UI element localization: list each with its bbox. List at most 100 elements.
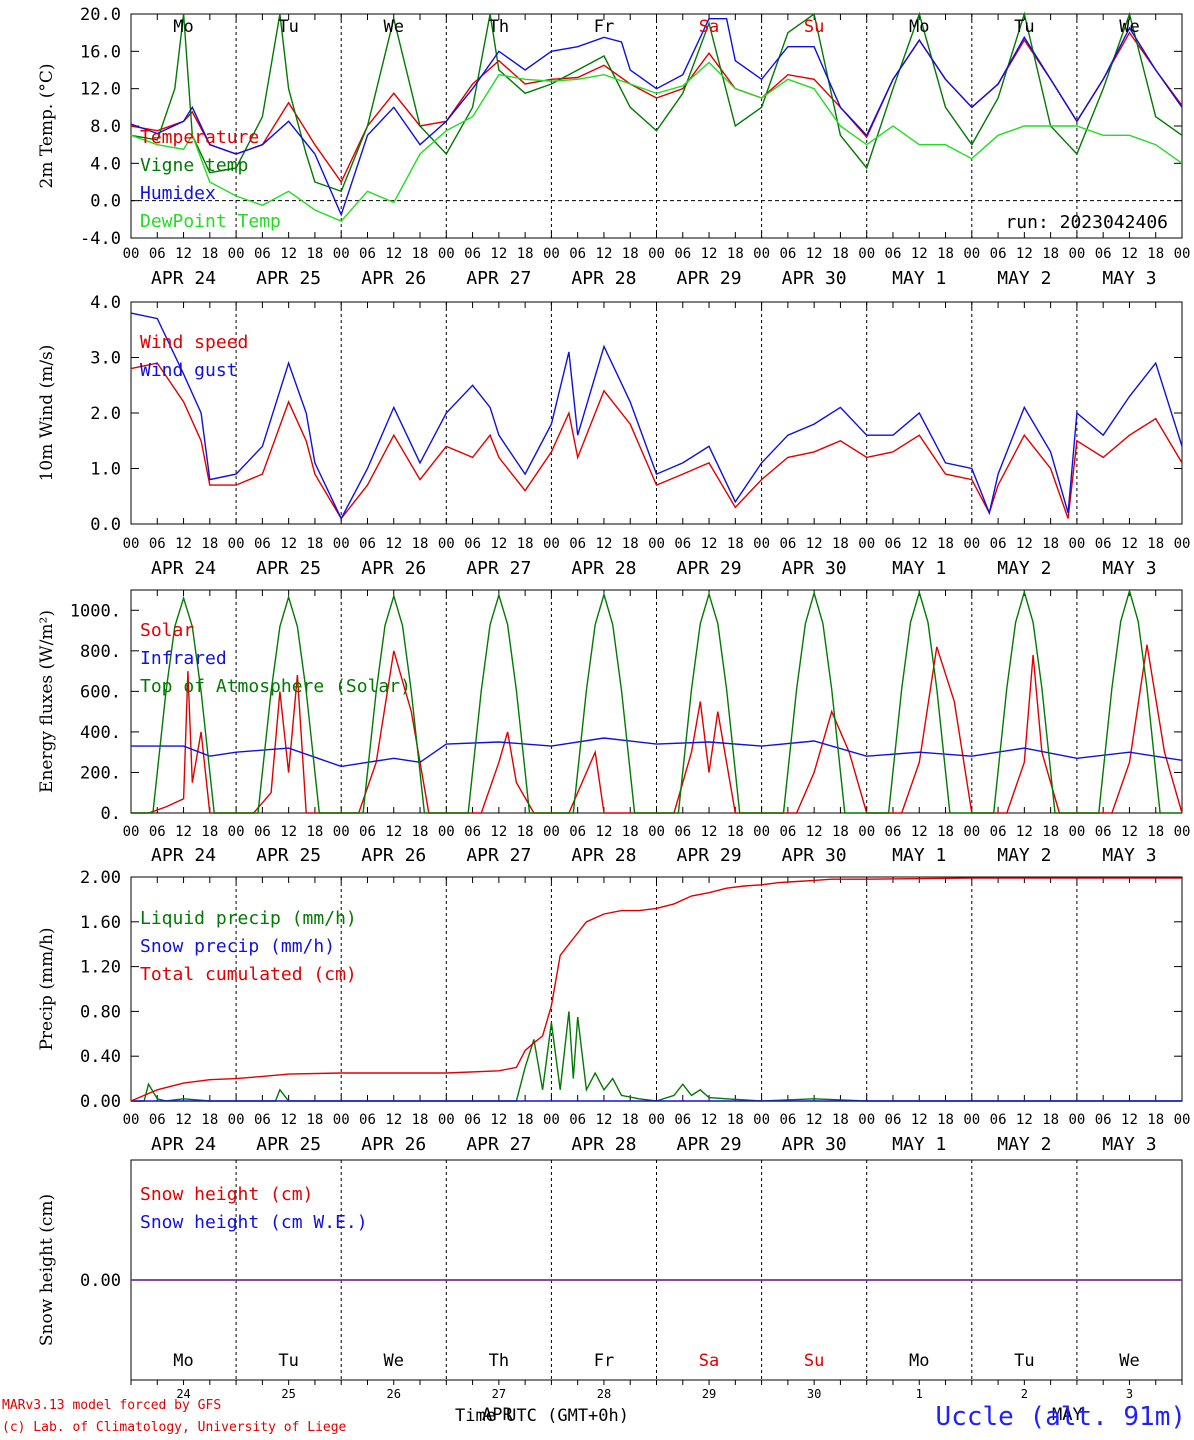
x-tick-label: 06	[254, 536, 271, 552]
date-label: APR 24	[151, 268, 216, 289]
weekday-label-bottom: Sa	[699, 1351, 719, 1371]
x-tick-label: 06	[569, 536, 586, 552]
x-tick-label: 06	[990, 536, 1007, 552]
x-tick-label: 06	[254, 1112, 271, 1128]
date-label: APR 27	[466, 268, 531, 289]
date-label: APR 25	[256, 1134, 321, 1155]
x-tick-label: 18	[622, 246, 639, 262]
x-tick-label: 00	[963, 824, 980, 840]
x-tick-label: 12	[806, 246, 823, 262]
y-tick-label: 0.00	[80, 1092, 121, 1112]
x-tick-label: 00	[648, 1112, 665, 1128]
x-tick-label: 18	[412, 536, 429, 552]
y-axis-label-temperature: 2m Temp. (°C)	[37, 63, 57, 188]
x-tick-label: 00	[963, 536, 980, 552]
date-label: APR 27	[466, 845, 531, 866]
x-tick-label: 18	[622, 1112, 639, 1128]
x-tick-label: 12	[175, 536, 192, 552]
x-tick-label: 00	[123, 824, 140, 840]
x-tick-label: 12	[701, 824, 718, 840]
x-tick-label: 18	[201, 1112, 218, 1128]
x-tick-label: 18	[727, 536, 744, 552]
x-tick-label: 18	[832, 246, 849, 262]
date-label: APR 28	[571, 268, 636, 289]
weekday-label-bottom: We	[384, 1351, 404, 1371]
date-label: APR 30	[782, 1134, 847, 1155]
day-number-label: 29	[702, 1387, 716, 1401]
date-label: APR 30	[782, 268, 847, 289]
y-tick-label: 800.	[80, 642, 121, 662]
x-tick-label: 00	[648, 246, 665, 262]
date-label: MAY 3	[1102, 558, 1156, 579]
x-tick-label: 00	[1174, 824, 1191, 840]
x-tick-label: 06	[990, 246, 1007, 262]
x-tick-label: 18	[832, 1112, 849, 1128]
y-tick-label: 8.0	[90, 117, 121, 137]
x-tick-label: 12	[701, 536, 718, 552]
x-tick-label: 06	[779, 246, 796, 262]
legend-entry: Top of Atmosphere (Solar)	[140, 676, 411, 697]
date-label: MAY 1	[892, 268, 946, 289]
x-tick-label: 12	[385, 824, 402, 840]
weekday-label-top: Mo	[909, 17, 929, 37]
legend-entry: Temperature	[140, 127, 259, 148]
weekday-label-bottom: Mo	[173, 1351, 193, 1371]
date-label: MAY 1	[892, 558, 946, 579]
series-line-infrared	[131, 737, 1183, 768]
y-tick-label: 600.	[80, 682, 121, 702]
x-tick-label: 06	[885, 536, 902, 552]
legend-entry: Total cumulated (cm)	[140, 964, 357, 985]
day-number-label: 28	[597, 1387, 611, 1401]
date-label: APR 27	[466, 558, 531, 579]
weekday-label-top: Tu	[278, 17, 298, 37]
date-label: MAY 3	[1102, 268, 1156, 289]
series-line-solar	[131, 644, 1183, 814]
x-tick-label: 00	[543, 536, 560, 552]
x-tick-label: 06	[1095, 536, 1112, 552]
legend-entry: Liquid precip (mm/h)	[140, 908, 357, 929]
date-label: APR 30	[782, 558, 847, 579]
y-axis-label-snow: Snow height (cm)	[37, 1194, 57, 1346]
x-tick-label: 18	[1147, 824, 1164, 840]
series-line-total-cumulated-cm-	[130, 877, 1182, 1102]
x-tick-label: 06	[1095, 246, 1112, 262]
panel-frame-energy	[130, 589, 1183, 814]
y-tick-label: 0.40	[80, 1047, 121, 1067]
x-tick-label: 06	[359, 246, 376, 262]
y-tick-label: 0.0	[90, 515, 121, 535]
x-tick-label: 12	[911, 246, 928, 262]
x-tick-label: 06	[779, 824, 796, 840]
y-tick-label: 200.	[80, 763, 121, 783]
weekday-label-bottom: Tu	[1014, 1351, 1034, 1371]
x-tick-label: 00	[648, 536, 665, 552]
x-tick-label: 00	[858, 824, 875, 840]
x-tick-label: 06	[149, 536, 166, 552]
y-tick-label: 12.0	[80, 80, 121, 100]
y-tick-label: 1.0	[90, 460, 121, 480]
x-tick-label: 18	[1042, 1112, 1059, 1128]
x-tick-label: 12	[596, 246, 613, 262]
x-tick-label: 18	[412, 1112, 429, 1128]
x-tick-label: 18	[306, 1112, 323, 1128]
date-label: APR 28	[571, 558, 636, 579]
x-tick-label: 12	[1121, 536, 1138, 552]
x-tick-label: 12	[175, 246, 192, 262]
x-tick-label: 12	[701, 246, 718, 262]
time-axis-label: Time UTC (GMT+0h)	[455, 1406, 629, 1426]
x-tick-label: 00	[228, 536, 245, 552]
y-axis-label-precip: Precip (mm/h)	[37, 927, 57, 1050]
x-tick-label: 18	[201, 536, 218, 552]
x-tick-label: 12	[280, 1112, 297, 1128]
date-label: MAY 3	[1102, 1134, 1156, 1155]
series-line-humidex	[130, 18, 1183, 217]
date-label: APR 28	[571, 845, 636, 866]
x-tick-label: 12	[911, 824, 928, 840]
x-tick-label: 00	[438, 824, 455, 840]
x-tick-label: 18	[622, 824, 639, 840]
x-tick-label: 06	[1095, 1112, 1112, 1128]
x-tick-label: 12	[1016, 536, 1033, 552]
x-tick-label: 18	[832, 536, 849, 552]
x-tick-label: 06	[254, 246, 271, 262]
legend-entry: Wind speed	[140, 332, 248, 353]
x-tick-label: 12	[385, 246, 402, 262]
